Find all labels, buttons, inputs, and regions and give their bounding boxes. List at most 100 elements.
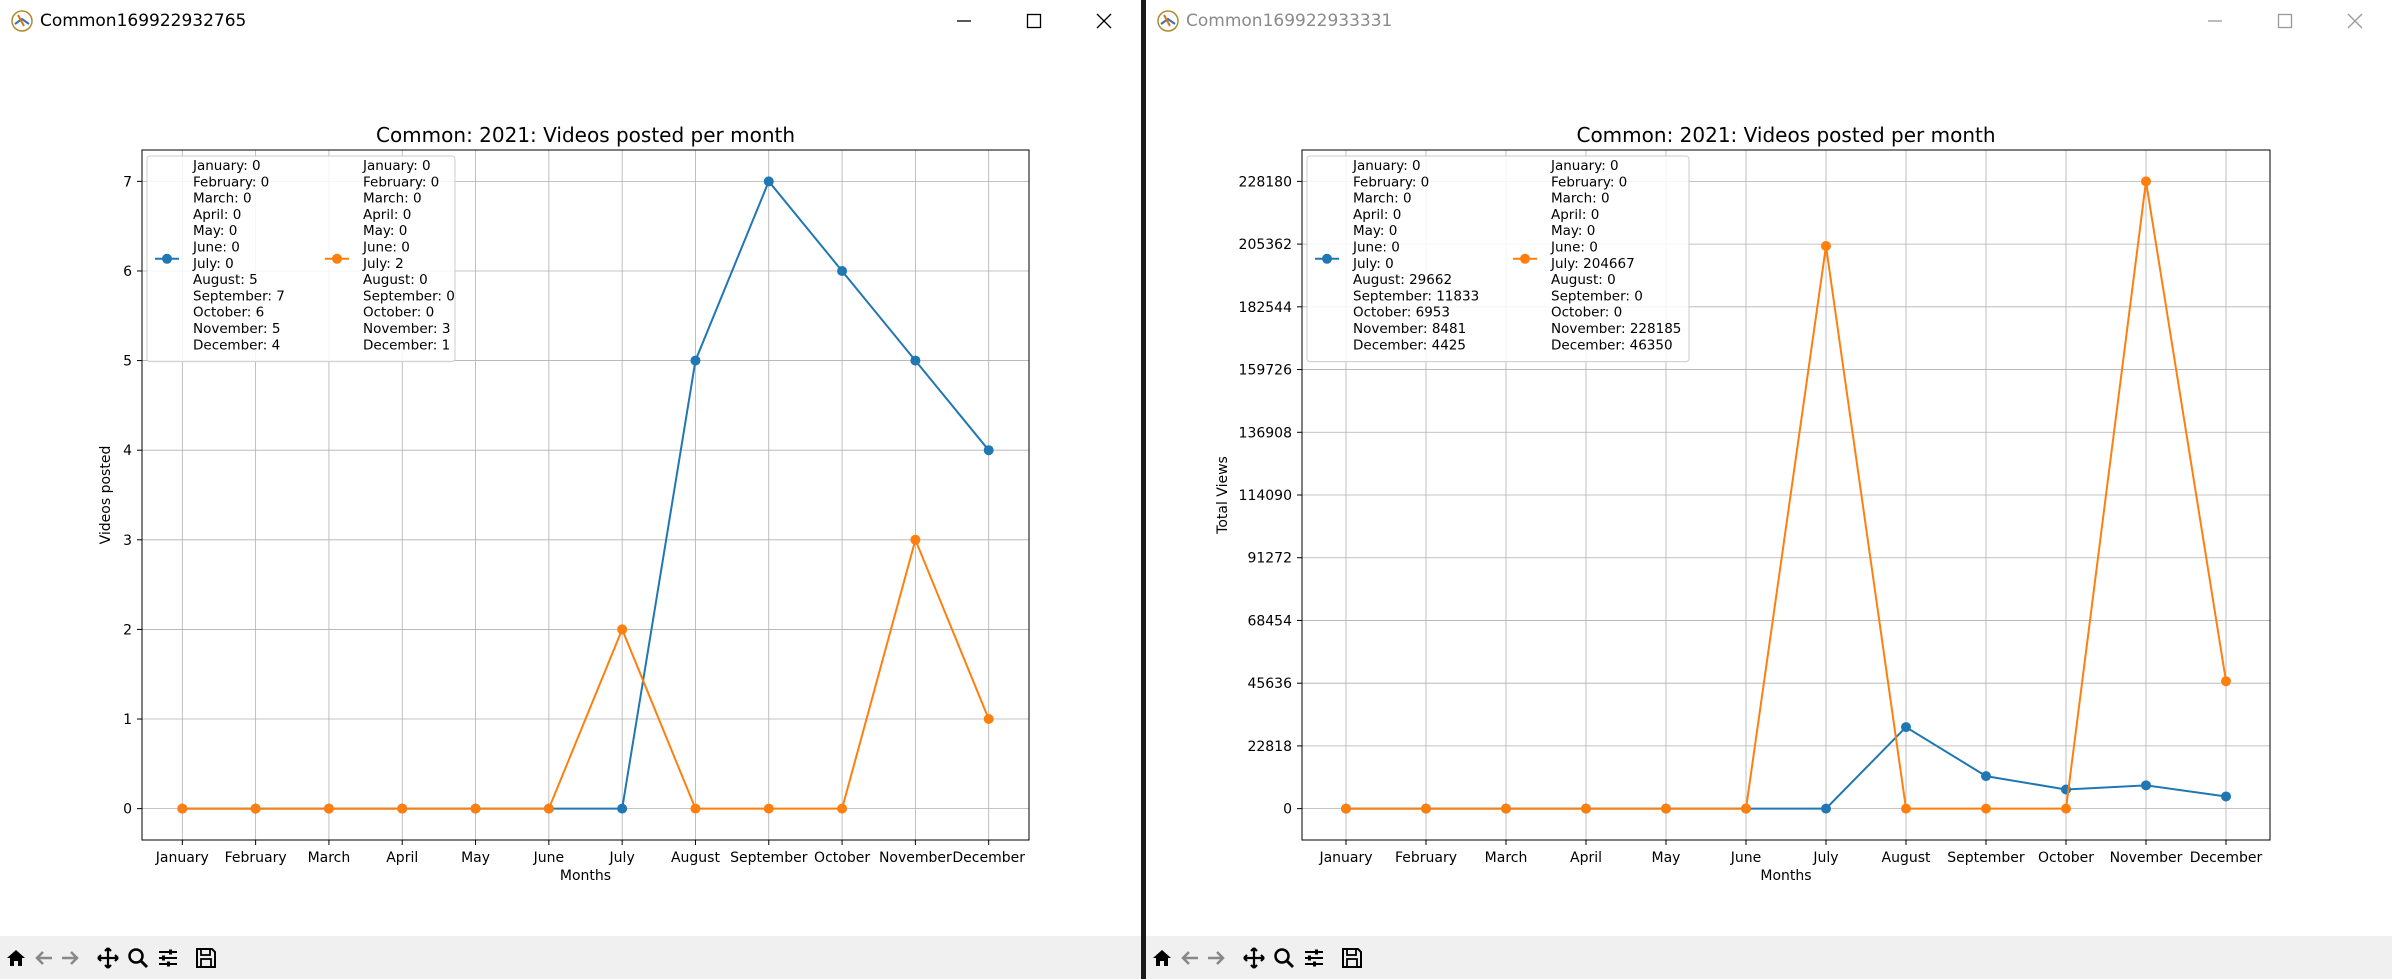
pan-button[interactable]: [96, 946, 120, 970]
chart-title: Common: 2021: Videos posted per month: [376, 123, 795, 147]
y-tick-label: 0: [123, 802, 132, 818]
maximize-icon: [1026, 13, 1042, 29]
x-tick-label: February: [1395, 850, 1457, 866]
x-tick-label: June: [1730, 850, 1762, 866]
legend-entry-line: April: 0: [1353, 207, 1401, 223]
y-tick-label: 136908: [1239, 425, 1292, 441]
home-button[interactable]: [4, 946, 28, 970]
zoom-button[interactable]: [126, 946, 150, 970]
y-axis-label: Total Views: [1215, 456, 1231, 535]
series-2-point: [470, 803, 481, 814]
back-button[interactable]: [1178, 946, 1202, 970]
legend-entry-line: February: 0: [193, 174, 269, 190]
maximize-button[interactable]: [999, 0, 1069, 42]
legend-entry-line: May: 0: [193, 223, 237, 239]
close-icon: [1096, 13, 1112, 29]
close-button[interactable]: [1069, 0, 1139, 42]
legend-entry-line: January: 0: [1550, 158, 1619, 174]
series-2-point: [1421, 803, 1431, 814]
x-tick-label: October: [2038, 850, 2094, 866]
legend-entry-line: June: 0: [1550, 240, 1598, 256]
legend-entry-line: November: 3: [363, 321, 450, 337]
series-2-point: [1661, 803, 1671, 814]
series-1-point: [1901, 722, 1911, 733]
minimize-button[interactable]: [929, 0, 999, 42]
window-title: Common169922933331: [1186, 11, 1393, 31]
title-bar[interactable]: Common169922932765: [0, 0, 1141, 42]
legend-marker-1: [1322, 253, 1332, 264]
home-button[interactable]: [1150, 946, 1174, 970]
zoom-icon: [128, 948, 149, 969]
series-1-point: [983, 445, 994, 456]
figure-canvas[interactable]: January February March April May June July Augu…: [0, 42, 1141, 936]
back-button[interactable]: [32, 946, 56, 970]
x-tick-label: April: [1570, 850, 1602, 866]
legend-entry-line: March: 0: [363, 191, 422, 207]
y-tick-label: 0: [1283, 802, 1292, 818]
save-icon: [196, 948, 216, 968]
series-2-line: [1346, 181, 2227, 810]
y-tick-label: 3: [123, 533, 132, 549]
series-2-point: [397, 803, 408, 814]
series-2-line: [182, 536, 990, 810]
back-arrow-icon: [1181, 951, 1198, 965]
y-tick-label: 1: [123, 712, 132, 728]
legend-entry-line: February: 0: [1353, 174, 1429, 190]
maximize-button[interactable]: [2250, 0, 2320, 42]
y-tick-label: 228180: [1239, 174, 1292, 190]
legend-entry-line: February: 0: [363, 174, 439, 190]
configure-subplots-button[interactable]: [1302, 946, 1326, 970]
y-tick-label: 5: [123, 354, 132, 370]
pan-button[interactable]: [1242, 946, 1266, 970]
series-2-point: [250, 803, 261, 814]
x-tick-label: August: [1882, 850, 1932, 866]
close-button[interactable]: [2320, 0, 2390, 42]
x-tick-label: September: [730, 850, 808, 866]
series-2-point: [2061, 803, 2071, 814]
forward-button[interactable]: [58, 946, 82, 970]
legend-entry-line: October: 0: [1551, 305, 1622, 321]
series-1-point: [617, 803, 628, 814]
legend-entry-line: June: 0: [1352, 240, 1400, 256]
window-divider: [1141, 0, 1146, 979]
series-2-point: [617, 624, 628, 635]
zoom-button[interactable]: [1272, 946, 1296, 970]
series-2-point: [1821, 241, 1831, 252]
configure-subplots-button[interactable]: [156, 946, 180, 970]
legend-entry-line: April: 0: [1551, 207, 1599, 223]
legend-entry-line: December: 4: [193, 337, 280, 353]
series-2-point: [1501, 803, 1511, 814]
home-icon: [1153, 950, 1171, 966]
legend-entry-line: May: 0: [363, 223, 407, 239]
y-axis-label: Videos posted: [98, 446, 114, 545]
legend-entry-line: July: 2: [362, 256, 404, 272]
x-tick-label: May: [1652, 850, 1681, 866]
x-tick-label: July: [609, 850, 635, 866]
forward-button[interactable]: [1204, 946, 1228, 970]
legend-entry-line: January: 0: [1352, 158, 1421, 174]
x-axis-label: Months: [560, 868, 611, 884]
chart-title: Common: 2021: Videos posted per month: [1576, 123, 1995, 147]
legend-entry-line: September: 7: [193, 288, 285, 304]
legend-entry-line: August: 0: [363, 272, 428, 288]
y-tick-label: 182544: [1239, 300, 1293, 316]
series-2-point: [1341, 803, 1351, 814]
figure-canvas[interactable]: January February March April May June July Augu…: [1146, 42, 2392, 936]
x-axis-label: Months: [1760, 868, 1811, 884]
window-title: Common169922932765: [40, 11, 247, 31]
save-button[interactable]: [194, 946, 218, 970]
minimize-button[interactable]: [2180, 0, 2250, 42]
legend-box: [1306, 155, 1690, 363]
y-tick-label: 91272: [1247, 551, 1292, 567]
x-tick-label: November: [879, 850, 952, 866]
title-bar[interactable]: Common169922933331: [1146, 0, 2392, 42]
x-tick-label: February: [225, 850, 287, 866]
series-2-point: [177, 803, 188, 814]
x-tick-label: July: [1812, 850, 1838, 866]
legend-box: [146, 155, 456, 363]
save-button[interactable]: [1340, 946, 1364, 970]
y-tick-label: 159726: [1239, 363, 1293, 379]
y-tick-label: 205362: [1239, 237, 1292, 253]
legend-entry-line: August: 5: [193, 272, 258, 288]
close-icon: [2347, 13, 2363, 29]
